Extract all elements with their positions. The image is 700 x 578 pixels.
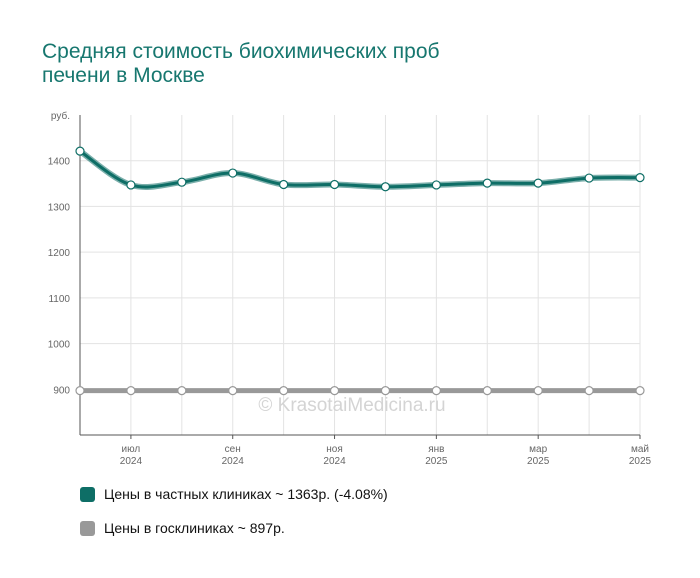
data-point-private bbox=[584, 173, 594, 183]
data-point-public bbox=[635, 386, 645, 396]
data-point-private bbox=[279, 179, 289, 190]
data-point-public bbox=[75, 386, 85, 396]
x-tick-label-month: янв bbox=[428, 444, 444, 455]
grid bbox=[79, 115, 641, 435]
y-tick-label: 900 bbox=[53, 385, 70, 396]
data-point-private bbox=[635, 173, 645, 183]
data-point-public bbox=[228, 386, 238, 396]
data-point-public bbox=[126, 386, 136, 396]
legend-item-public[interactable]: Цены в госклиниках ~ 897р. bbox=[80, 518, 388, 538]
data-point-private bbox=[329, 179, 340, 190]
legend-item-private[interactable]: Цены в частных клиниках ~ 1363р. (-4.08%… bbox=[80, 484, 388, 504]
y-tick-label: 1100 bbox=[48, 294, 70, 305]
axes: 90010001100120013001400руб.июл2024сен202… bbox=[48, 110, 652, 467]
x-tick-label-month: май bbox=[631, 444, 649, 455]
series-line-private bbox=[78, 149, 642, 189]
data-point-private bbox=[533, 178, 543, 188]
legend-label-public: Цены в госклиниках ~ 897р. bbox=[104, 520, 285, 536]
x-tick-label-month: ноя bbox=[326, 444, 343, 455]
data-point-public bbox=[533, 386, 543, 396]
legend: Цены в частных клиниках ~ 1363р. (-4.08%… bbox=[80, 484, 388, 552]
x-tick-label-year: 2024 bbox=[120, 456, 143, 467]
data-point-public bbox=[329, 386, 340, 396]
legend-swatch-public bbox=[80, 520, 95, 536]
chart-title: Средняя стоимость биохимических проб печ… bbox=[42, 40, 562, 88]
data-point-public bbox=[584, 386, 594, 396]
x-tick-label-month: июл bbox=[122, 444, 141, 455]
data-point-public bbox=[380, 386, 391, 396]
series-group bbox=[75, 146, 645, 396]
x-tick-label-year: 2024 bbox=[222, 456, 245, 467]
data-point-public bbox=[177, 386, 187, 396]
x-tick-label-year: 2024 bbox=[323, 456, 346, 467]
chart-title-line-2: печени в Москве bbox=[42, 64, 205, 87]
legend-label-private: Цены в частных клиниках ~ 1363р. (-4.08%… bbox=[104, 486, 388, 502]
data-point-public bbox=[279, 386, 289, 396]
x-tick-label-year: 2025 bbox=[629, 456, 652, 467]
data-point-public bbox=[431, 386, 441, 396]
legend-swatch-private bbox=[80, 486, 95, 502]
x-tick-label-month: сен bbox=[225, 444, 241, 455]
watermark: © KrasotaiMedicina.ru bbox=[258, 395, 445, 416]
x-tick-label-year: 2025 bbox=[425, 456, 448, 467]
x-tick-label-month: мар bbox=[529, 444, 547, 455]
y-tick-label: 1400 bbox=[48, 157, 71, 168]
data-point-public bbox=[482, 386, 492, 396]
data-point-private bbox=[380, 182, 391, 192]
x-tick-label-year: 2025 bbox=[527, 456, 550, 467]
y-tick-label: 1000 bbox=[48, 340, 71, 351]
y-tick-label: 1300 bbox=[48, 202, 71, 213]
data-point-private bbox=[126, 180, 136, 190]
chart-title-line-1: Средняя стоимость биохимических проб bbox=[42, 40, 440, 63]
data-point-private bbox=[228, 168, 238, 178]
data-point-private bbox=[177, 177, 187, 187]
y-axis-unit-label: руб. bbox=[51, 110, 70, 122]
y-tick-label: 1200 bbox=[48, 248, 71, 259]
data-point-private bbox=[431, 180, 441, 190]
data-point-private bbox=[482, 178, 492, 188]
data-point-private bbox=[75, 146, 85, 156]
